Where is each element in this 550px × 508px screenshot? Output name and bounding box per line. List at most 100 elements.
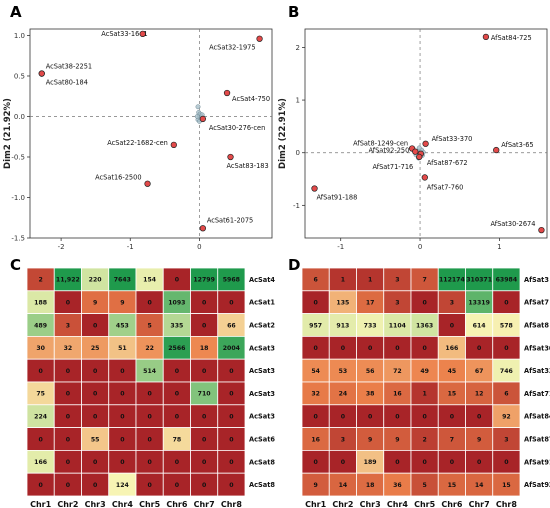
- heatmap-cell-label: 0: [120, 391, 125, 398]
- heatmap-cell-label: 0: [422, 459, 427, 466]
- heatmap-cell-label: 0: [120, 459, 125, 466]
- heatmap-cell-label: 578: [500, 322, 513, 329]
- heatmap-cell-label: 25: [91, 345, 100, 352]
- heatmap-cell-label: 0: [202, 482, 207, 489]
- heatmap-cell-label: 0: [120, 414, 125, 421]
- heatmap-cell-label: 746: [500, 368, 513, 375]
- heatmap-cell-label: 0: [504, 345, 509, 352]
- heatmap-column-label: Chr4: [112, 500, 134, 508]
- data-point: [38, 70, 45, 77]
- y-tick-label: 0.0: [14, 113, 25, 121]
- heatmap-cell-label: 514: [143, 368, 157, 375]
- heatmap-cell-label: 7: [422, 277, 426, 284]
- heatmap-cell-label: 66: [227, 322, 236, 329]
- heatmap-cell-label: 0: [66, 414, 71, 421]
- heatmap-column-label: Chr6: [166, 500, 188, 508]
- heatmap-cell-label: 2566: [168, 345, 185, 352]
- heatmap-cell-label: 0: [120, 436, 125, 443]
- panel-label-c: C: [10, 256, 22, 274]
- heatmap-cell-label: 0: [504, 300, 509, 307]
- point-label: AfSat71-716: [372, 163, 413, 171]
- heatmap-cell-label: 0: [229, 436, 234, 443]
- point-label: AcSat61-2075: [207, 216, 253, 224]
- y-tick-label: -1.5: [11, 235, 25, 243]
- plot-frame: [304, 28, 548, 239]
- heatmap-column-label: Chr4: [387, 500, 409, 508]
- heatmap-cell-label: 0: [341, 345, 346, 352]
- heatmap-cell-label: 0: [93, 368, 98, 375]
- x-tick-label: -1: [127, 243, 134, 251]
- panel-label-a: A: [10, 3, 22, 21]
- heatmap-cell-label: 14: [339, 482, 348, 489]
- heatmap-cell-label: 188: [34, 300, 47, 307]
- heatmap-cell-label: 0: [202, 300, 207, 307]
- heatmap-cell-label: 72: [393, 368, 402, 375]
- heatmap-cell-label: 0: [120, 368, 125, 375]
- point-label: AfSat84-725: [491, 34, 532, 42]
- heatmap-cell-label: 0: [229, 391, 234, 398]
- heatmap-cell-label: 45: [448, 368, 457, 375]
- heatmap-cell-label: 0: [504, 459, 509, 466]
- heatmap-cell-label: 2004: [223, 345, 241, 352]
- heatmap-cell-label: 49: [420, 368, 429, 375]
- data-point: [139, 30, 146, 38]
- heatmap-cell-label: 710: [198, 391, 212, 398]
- heatmap-cell-label: 0: [66, 300, 71, 307]
- heatmap-cell-label: 1104: [389, 322, 407, 329]
- y-tick-label: 1.0: [14, 32, 25, 40]
- heatmap-row-label: AfSat71: [524, 390, 550, 398]
- heatmap-cell-label: 0: [38, 368, 43, 375]
- heatmap-cell-label: 1363: [416, 322, 433, 329]
- data-point: [412, 148, 419, 155]
- heatmap-cell-label: 124: [116, 482, 130, 489]
- heatmap-cell-label: 0: [229, 482, 234, 489]
- data-point: [223, 89, 231, 97]
- heatmap-row-label: AfSat33: [524, 367, 550, 375]
- minor-point: [195, 104, 201, 110]
- heatmap-row-label: AcSat80: [249, 458, 275, 466]
- heatmap-cell-label: 2: [422, 436, 426, 443]
- heatmap-cell-label: 957: [309, 322, 322, 329]
- minor-point: [194, 114, 200, 119]
- heatmap-cell-label: 0: [93, 322, 98, 329]
- heatmap-row-label: AcSat32: [249, 367, 275, 375]
- heatmap-cell-label: 614: [473, 322, 487, 329]
- data-point: [144, 180, 151, 187]
- heatmap-column-label: Chr5: [414, 500, 436, 508]
- heatmap-cell-label: 38: [366, 391, 375, 398]
- heatmap-cell-label: 55: [91, 436, 100, 443]
- heatmap-cell-label: 0: [229, 414, 234, 421]
- heatmap-cell-label: 15: [448, 482, 457, 489]
- y-tick-label: -0.5: [11, 153, 25, 161]
- heatmap-cell-label: 0: [93, 414, 98, 421]
- heatmap-column-label: Chr7: [194, 500, 215, 508]
- heatmap-row-label: AfSat91: [524, 458, 550, 466]
- heatmap-cell-label: 7: [450, 436, 454, 443]
- point-label: AcSat30-276-cen: [209, 124, 265, 132]
- point-label: AfSat91-188: [317, 194, 358, 202]
- panel-label-d: D: [288, 256, 301, 274]
- heatmap-cell-label: 3: [66, 322, 70, 329]
- heatmap-cell-label: 9: [120, 300, 124, 307]
- heatmap-column-label: Chr7: [469, 500, 490, 508]
- data-point: [256, 35, 263, 42]
- heatmap-cell-label: 0: [450, 459, 455, 466]
- heatmap-cell-label: 310371: [466, 277, 492, 284]
- heatmap-cell-label: 0: [66, 482, 71, 489]
- minor-point: [416, 145, 422, 151]
- heatmap-cell-label: 0: [477, 414, 482, 421]
- heatmap-cell-label: 0: [395, 345, 400, 352]
- heatmap-cell-label: 335: [170, 322, 183, 329]
- data-point: [199, 225, 207, 232]
- data-point: [170, 141, 177, 148]
- heatmap-cell-label: 32: [311, 391, 320, 398]
- heatmap-column-label: Chr8: [496, 500, 518, 508]
- heatmap-cell-label: 0: [341, 414, 346, 421]
- heatmap-cell-label: 0: [450, 414, 455, 421]
- heatmap-cell-label: 12799: [193, 277, 215, 284]
- heatmap-cell-label: 0: [368, 414, 373, 421]
- heatmap-cell-label: 0: [147, 436, 152, 443]
- point-label: AcSat33-1641: [101, 30, 147, 38]
- heatmap-cell-label: 15: [448, 391, 457, 398]
- heatmap-cell-label: 0: [147, 414, 152, 421]
